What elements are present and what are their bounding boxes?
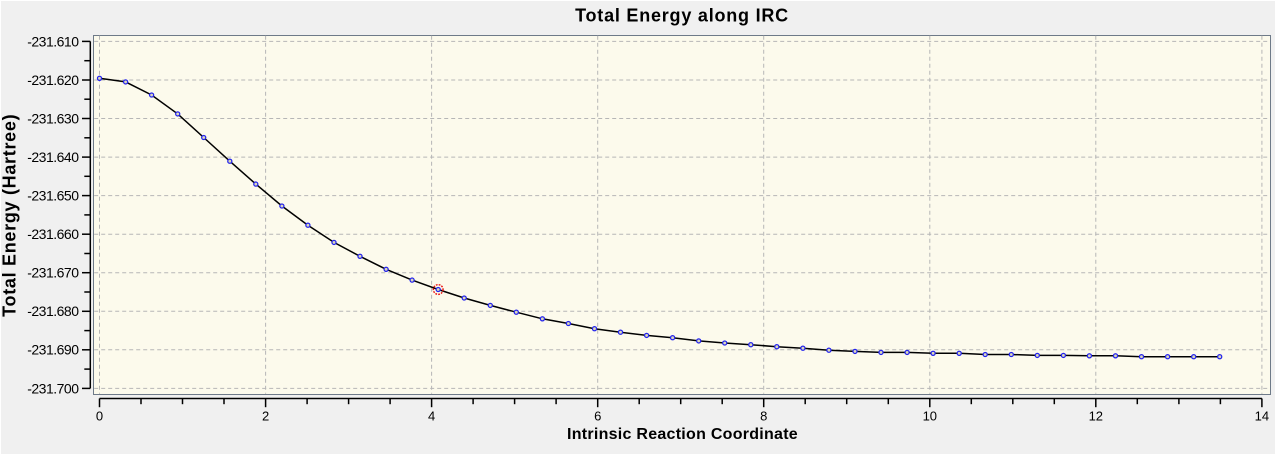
svg-text:6: 6 — [594, 409, 601, 424]
svg-text:-231.640: -231.640 — [27, 149, 79, 165]
svg-text:-231.610: -231.610 — [27, 33, 79, 49]
svg-text:-231.700: -231.700 — [27, 380, 79, 396]
svg-text:-231.690: -231.690 — [27, 342, 79, 358]
svg-text:-231.660: -231.660 — [27, 226, 79, 242]
svg-text:Total Energy (Hartree): Total Energy (Hartree) — [0, 114, 20, 317]
svg-text:2: 2 — [262, 409, 269, 424]
svg-text:-231.630: -231.630 — [27, 110, 79, 126]
svg-text:Intrinsic Reaction Coordinate: Intrinsic Reaction Coordinate — [567, 426, 798, 443]
svg-text:14: 14 — [1255, 409, 1269, 424]
svg-text:-231.620: -231.620 — [27, 72, 79, 88]
svg-text:10: 10 — [923, 409, 937, 424]
svg-text:-231.650: -231.650 — [27, 188, 79, 204]
svg-text:0: 0 — [96, 409, 103, 424]
svg-text:Total Energy along IRC: Total Energy along IRC — [575, 6, 789, 26]
svg-text:12: 12 — [1089, 409, 1103, 424]
svg-text:-231.670: -231.670 — [27, 265, 79, 281]
svg-text:-231.680: -231.680 — [27, 303, 79, 319]
svg-text:4: 4 — [428, 409, 435, 424]
svg-text:8: 8 — [760, 409, 767, 424]
